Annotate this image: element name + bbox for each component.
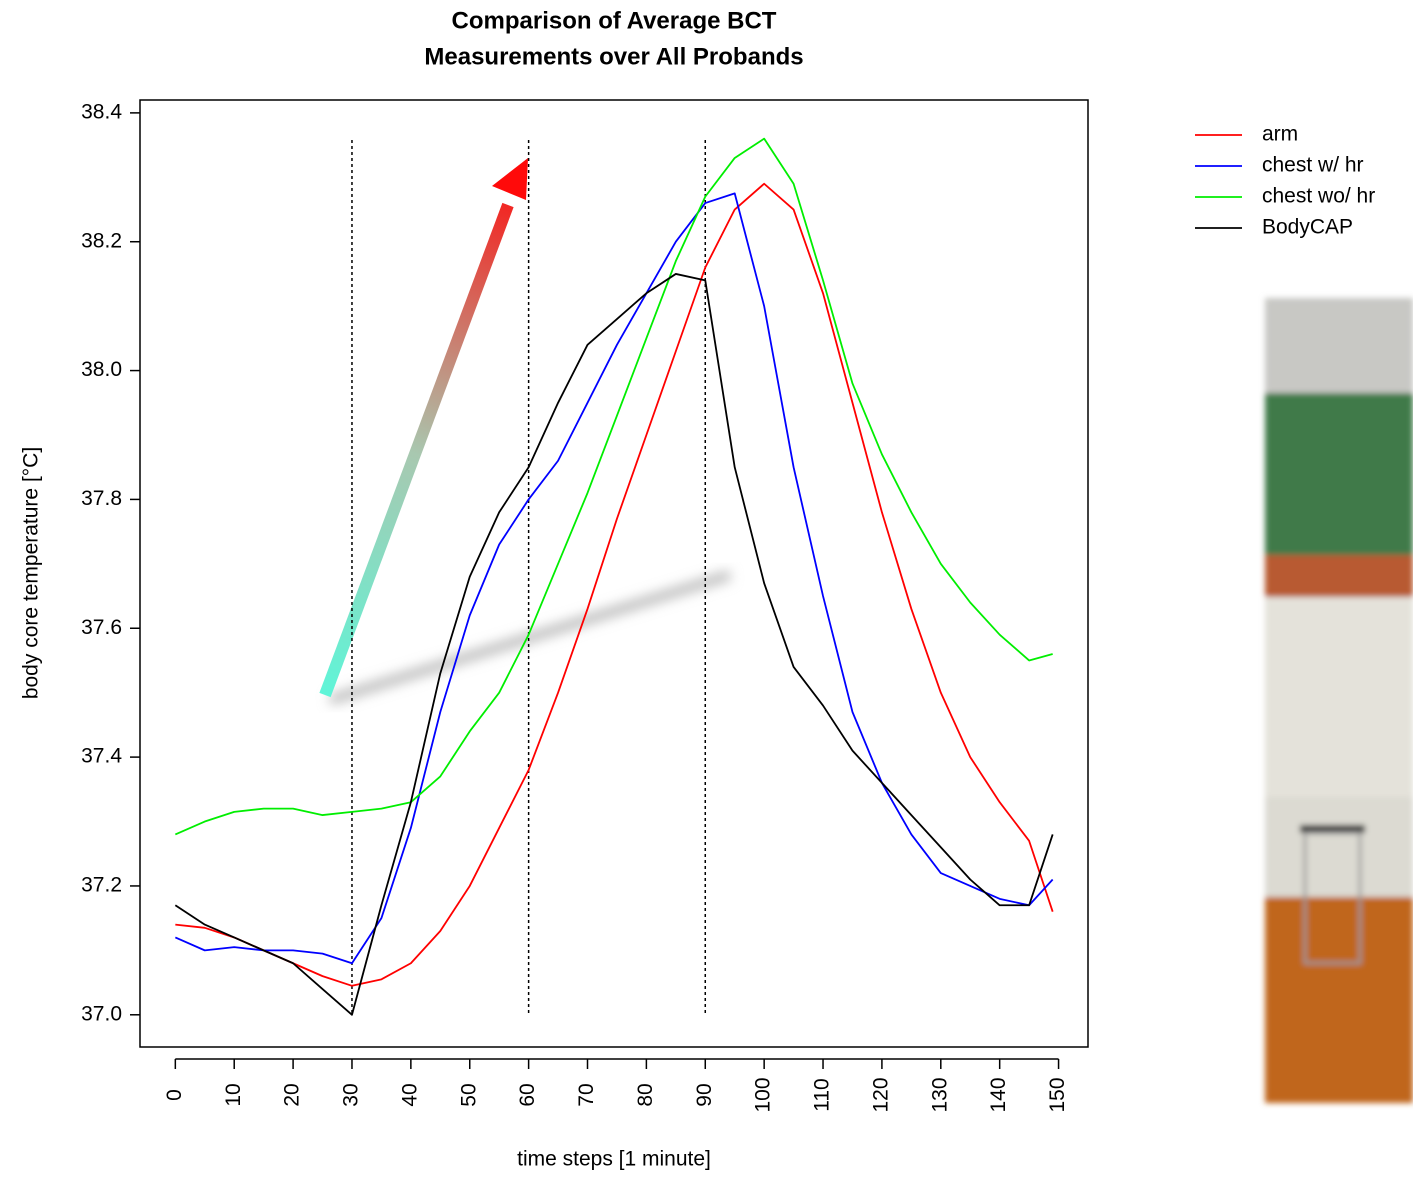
plot-frame — [139, 99, 1089, 1048]
series-line — [174, 137, 1053, 836]
arrow-shadow — [328, 570, 732, 705]
arrow-head — [492, 158, 528, 200]
x-tick-label: 120 — [869, 1077, 892, 1112]
x-tick-label: 30 — [340, 1083, 363, 1106]
series-line — [174, 192, 1054, 965]
series-line — [174, 273, 1054, 1016]
y-tick-label: 37.6 — [81, 616, 122, 639]
series-line — [175, 182, 1054, 987]
legend-label: chest wo/ hr — [1262, 185, 1375, 208]
photo — [1265, 298, 1413, 1103]
y-tick-label: 38.2 — [81, 229, 122, 252]
x-tick-label: 100 — [752, 1077, 775, 1112]
legend-label: chest w/ hr — [1262, 154, 1364, 177]
x-tick-label: 60 — [516, 1083, 539, 1106]
y-tick-label: 37.4 — [81, 745, 122, 768]
x-tick-label: 130 — [928, 1077, 951, 1112]
y-tick-label: 38.4 — [81, 100, 122, 123]
y-tick-label: 38.0 — [81, 358, 122, 381]
x-tick-label: 150 — [1046, 1077, 1069, 1112]
y-tick-label: 37.8 — [81, 487, 122, 510]
legend-label: BodyCAP — [1262, 216, 1353, 239]
x-tick-label: 90 — [693, 1083, 716, 1106]
y-tick-label: 37.2 — [81, 873, 122, 896]
x-tick-label: 20 — [281, 1083, 304, 1106]
chart-title: Comparison of Average BCT — [452, 7, 777, 34]
y-axis-label: body core temperature [°C] — [20, 447, 43, 699]
x-tick-label: 0 — [163, 1089, 186, 1101]
x-tick-label: 50 — [457, 1083, 480, 1106]
x-tick-label: 10 — [222, 1083, 245, 1106]
y-tick-label: 37.0 — [81, 1002, 122, 1025]
x-axis-label: time steps [1 minute] — [517, 1148, 711, 1171]
x-tick-label: 110 — [811, 1078, 834, 1111]
arrow — [319, 202, 514, 698]
chart-title: Measurements over All Probands — [424, 43, 803, 70]
legend-label: arm — [1262, 123, 1298, 146]
x-tick-label: 40 — [398, 1083, 421, 1106]
x-tick-label: 80 — [634, 1083, 657, 1106]
x-tick-label: 140 — [987, 1077, 1010, 1112]
x-tick-label: 70 — [575, 1083, 598, 1106]
